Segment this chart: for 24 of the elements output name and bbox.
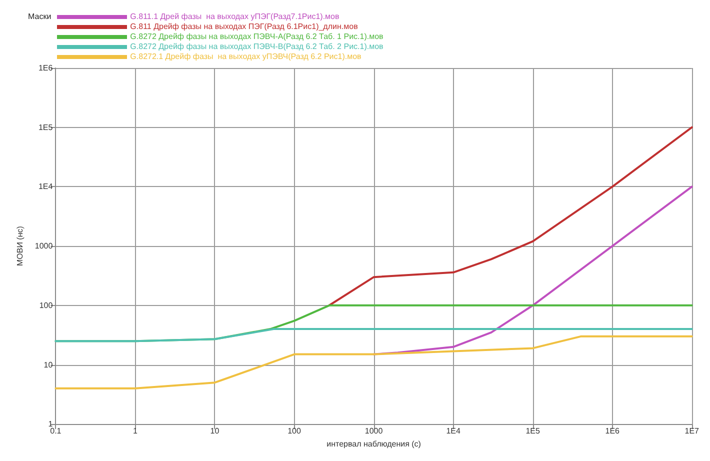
legend-title: Маски [28, 12, 52, 23]
y-tick-label: 100 [39, 300, 54, 310]
y-tick-label: 1000 [34, 242, 54, 251]
y-tick-label: 1E5 [38, 122, 54, 132]
x-tick-label: 1 [132, 426, 138, 436]
text: G.8272 Дрейф фазы на выходах ПЭВЧ-В(Разд 6.2 Таб. 2 Рис.1).мов [130, 42, 384, 52]
text: G.8272.1 Дрейф фазы на выходах уПЭВЧ(Разд 6.2 Рис1).мов [130, 52, 362, 62]
text: G.811.1 Дрей фазы на выходах уПЭГ(Разд7.1Рис1).мов [130, 12, 340, 22]
x-axis-title: интервал наблюдения (с) [326, 440, 422, 448]
text: G.8272 Дрейф фазы на выходах ПЭВЧ-А(Разд 6.2 Таб. 1 Рис.1).мов [130, 32, 384, 42]
x-tick-label: 1000 [364, 426, 384, 436]
x-tick-label: 1E7 [684, 426, 700, 436]
y-tick-label: 10 [44, 360, 54, 370]
x-tick-label: 0.1 [50, 426, 62, 436]
x-tick-label: 10 [210, 426, 220, 436]
y-tick-label: 1E6 [38, 64, 54, 72]
x-tick-label: 1E4 [446, 426, 461, 436]
y-tick-label: 1 [48, 420, 54, 429]
x-tick-label: 1E5 [526, 426, 541, 436]
text: G.811 Дрейф фазы на выходах ПЭГ(Разд 6.1Рис1)_длин.мов [130, 22, 358, 32]
x-tick-label: 1E6 [605, 426, 620, 436]
x-tick-label: 100 [288, 426, 302, 436]
y-tick-label: 1E4 [38, 182, 54, 192]
y-axis-title: МОВИ (нс) [16, 226, 24, 266]
